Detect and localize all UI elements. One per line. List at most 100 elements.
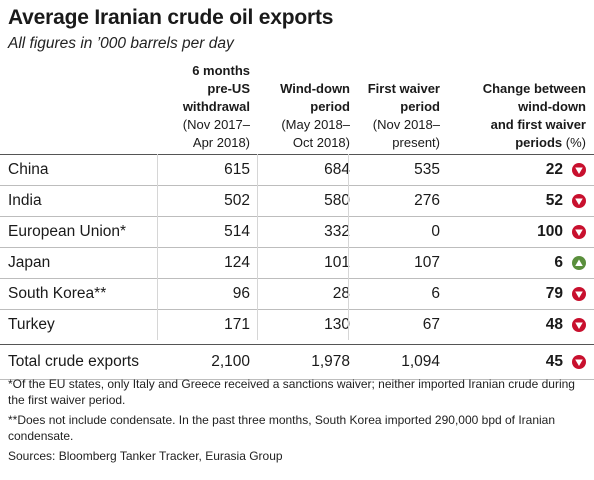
cell-change: 79 [545,285,563,302]
arrow-down-icon [572,163,586,177]
triangle-shape [575,229,583,236]
arrow-down-icon [572,355,586,369]
table-row: Turkey 171 130 67 48 [0,309,594,340]
total-divider [0,344,594,345]
row-divider [0,216,594,217]
header-text: period [400,99,440,114]
cell-wind: 1,978 [311,353,350,370]
cell-change: 45 [545,353,563,370]
triangle-glyph [575,259,583,266]
header-text: First waiver [367,81,440,96]
header-text: wind-down [518,99,586,114]
triangle-glyph [575,229,583,236]
header-text: (Nov 2017– [182,117,250,132]
cell-pre: 502 [224,192,250,209]
triangle-glyph [575,322,583,329]
cell-change: 48 [545,316,563,333]
column-header-wind-down: Wind-down period (May 2018– Oct 2018) [280,80,350,152]
header-text-mixed: periods (%) [483,134,586,152]
header-text: period [310,99,350,114]
table-bottom-divider [0,379,594,380]
cell-pre: 514 [224,223,250,240]
cell-first: 67 [422,316,440,333]
header-text: Change between [482,81,586,96]
row-label: China [8,161,49,178]
header-divider [0,154,594,155]
cell-first: 0 [431,223,440,240]
cell-change: 6 [554,254,563,271]
header-text: and first waiver [490,117,586,132]
header-text: Wind-down [280,81,350,96]
header-text: periods [515,135,563,150]
column-header-change: Change between wind-down and first waive… [483,80,586,152]
cell-wind: 684 [324,161,350,178]
row-label: Japan [8,254,51,271]
arrow-down-icon [572,287,586,301]
row-divider [0,247,594,248]
table-row: European Union* 514 332 0 100 [0,216,594,247]
chart-subtitle: All figures in ’000 barrels per day [8,35,234,52]
cell-change: 22 [545,161,563,178]
arrow-down-icon [572,194,586,208]
triangle-shape [575,291,583,298]
column-divider [257,154,258,340]
cell-first: 6 [431,285,440,302]
cell-pre: 2,100 [211,353,250,370]
cell-first: 1,094 [401,353,440,370]
arrow-down-icon [572,318,586,332]
cell-change: 52 [545,192,563,209]
arrow-down-icon [572,225,586,239]
sources: Sources: Bloomberg Tanker Tracker, Euras… [8,449,283,463]
header-text: (May 2018– [281,117,350,132]
triangle-glyph [575,167,583,174]
arrow-up-icon [572,256,586,270]
header-text: Apr 2018) [192,135,250,150]
row-label: Turkey [8,316,55,333]
row-label: South Korea** [8,285,107,302]
row-label: European Union* [8,223,127,240]
triangle-shape [575,359,583,366]
row-label: India [8,192,42,209]
row-divider [0,309,594,310]
cell-wind: 28 [332,285,350,302]
table-row-total: Total crude exports 2,100 1,978 1,094 45 [0,346,594,377]
column-divider [157,154,158,340]
cell-pre: 615 [224,161,250,178]
column-divider [348,154,349,340]
row-label: Total crude exports [8,353,139,370]
row-divider [0,185,594,186]
triangle-glyph [575,359,583,366]
table-row: China 615 684 535 22 [0,154,594,185]
cell-first: 276 [414,192,440,209]
header-text: (%) [562,135,586,150]
column-header-first-waiver: First waiver period (Nov 2018– present) [368,80,440,152]
table-row: Japan 124 101 107 6 [0,247,594,278]
header-text: pre-US [207,81,250,96]
cell-pre: 171 [224,316,250,333]
row-divider [0,278,594,279]
triangle-shape [575,198,583,205]
cell-wind: 580 [324,192,350,209]
cell-first: 107 [414,254,440,271]
cell-pre: 124 [224,254,250,271]
header-text: Oct 2018) [292,135,350,150]
header-text: present) [392,135,440,150]
triangle-glyph [575,291,583,298]
cell-wind: 130 [324,316,350,333]
table-row: South Korea** 96 28 6 79 [0,278,594,309]
column-header-pre-withdrawal: 6 months pre-US withdrawal (Nov 2017– Ap… [183,62,250,152]
cell-first: 535 [414,161,440,178]
header-text: 6 months [192,63,250,78]
cell-wind: 332 [324,223,350,240]
footnote-south-korea: **Does not include condensate. In the pa… [8,413,556,443]
table-row: India 502 580 276 52 [0,185,594,216]
header-text: withdrawal [182,99,250,114]
footnote-eu: *Of the EU states, only Italy and Greece… [8,377,575,407]
triangle-shape [575,322,583,329]
cell-change: 100 [537,223,563,240]
header-text: (Nov 2018– [372,117,440,132]
cell-wind: 101 [324,254,350,271]
chart-title: Average Iranian crude oil exports [8,6,334,29]
triangle-glyph [575,198,583,205]
triangle-shape [575,259,583,266]
